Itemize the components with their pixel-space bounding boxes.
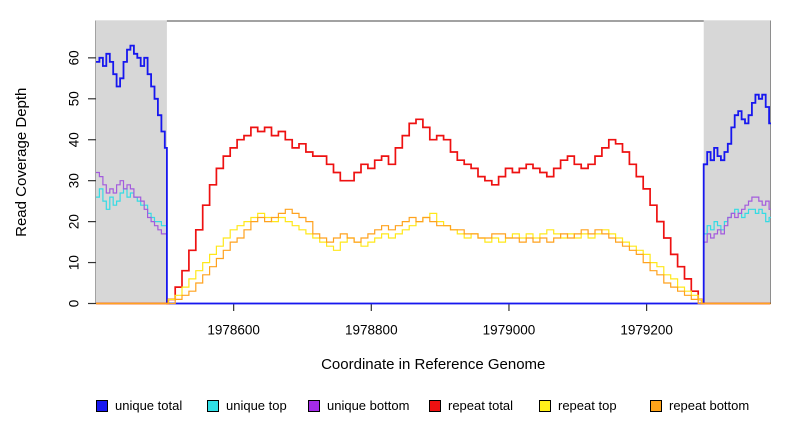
series-line-repeat-total [96,118,771,305]
y-tick-label: 20 [67,214,82,229]
x-tick-label: 1978800 [345,323,398,338]
shaded-region [96,20,167,305]
series-line-unique-total [96,44,771,305]
x-tick-label: 1978600 [207,323,260,338]
x-tick-label: 1979000 [483,323,536,338]
y-tick-label: 0 [67,300,82,308]
series-group [96,44,771,305]
series-line-repeat-bottom [96,208,771,305]
x-axis-title: Coordinate in Reference Genome [321,356,545,373]
series-line-repeat-top [96,212,771,305]
y-tick-label: 60 [67,50,82,65]
plot-box [95,20,771,304]
y-tick-label: 10 [67,255,82,270]
y-axis-title: Read Coverage Depth [13,88,30,237]
shaded-region [703,20,771,305]
y-tick-label: 40 [67,132,82,147]
y-tick-label: 50 [67,91,82,106]
x-tick-label: 1979200 [620,323,673,338]
y-tick-label: 30 [67,173,82,188]
